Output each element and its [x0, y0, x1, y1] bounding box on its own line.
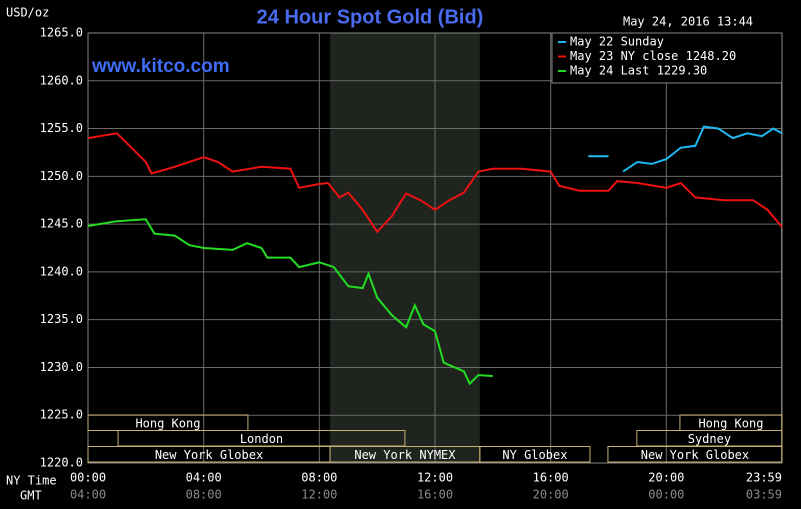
session-box [607, 446, 783, 463]
y-axis-label: USD/oz [6, 6, 49, 20]
timestamp: May 24, 2016 13:44 [623, 15, 753, 29]
legend-label: May 23 NY close 1248.20 [570, 49, 736, 63]
shaded-region [330, 33, 480, 463]
session-label: Hong Kong [698, 416, 763, 430]
y-tick-label: 1245.0 [40, 217, 83, 231]
chart-title: 24 Hour Spot Gold (Bid) [257, 6, 484, 28]
x2-tick-label: 20:00 [533, 488, 569, 502]
legend-box [551, 32, 783, 84]
y-tick-label: 1230.0 [40, 360, 83, 374]
plot-border [87, 32, 783, 464]
session-label: NY Globex [502, 448, 567, 462]
x2-axis-label: GMT [20, 489, 42, 503]
x-tick-label: 16:00 [533, 471, 569, 485]
x2-tick-label: 03:59 [746, 488, 782, 502]
x-tick-label: 08:00 [301, 471, 337, 485]
session-label: New York Globex [155, 448, 263, 462]
series-line [87, 132, 783, 234]
x2-tick-label: 08:00 [186, 488, 222, 502]
x-tick-label: 20:00 [648, 471, 684, 485]
x-tick-label: 00:00 [70, 471, 106, 485]
y-tick-label: 1225.0 [40, 408, 83, 422]
y-tick-label: 1260.0 [40, 73, 83, 87]
x2-tick-label: 00:00 [648, 488, 684, 502]
x-axis-label: NY Time [6, 474, 57, 488]
series-line [588, 125, 783, 173]
x-tick-label: 12:00 [417, 471, 453, 485]
y-tick-label: 1250.0 [40, 169, 83, 183]
x2-tick-label: 16:00 [417, 488, 453, 502]
y-tick-label: 1240.0 [40, 264, 83, 278]
session-label: Sydney [688, 432, 731, 446]
y-tick-label: 1255.0 [40, 121, 83, 135]
x-tick-label: 23:59 [746, 471, 782, 485]
x2-tick-label: 04:00 [70, 488, 106, 502]
session-label: Hong Kong [135, 416, 200, 430]
y-tick-label: 1265.0 [40, 26, 83, 40]
x-tick-label: 04:00 [186, 471, 222, 485]
y-tick-label: 1220.0 [40, 456, 83, 470]
x2-tick-label: 12:00 [301, 488, 337, 502]
session-label: New York Globex [641, 448, 749, 462]
session-label: New York NYMEX [354, 448, 456, 462]
watermark: www.kitco.com [91, 56, 230, 77]
y-tick-label: 1235.0 [40, 312, 83, 326]
legend-label: May 22 Sunday [570, 35, 664, 49]
series-line [87, 218, 493, 386]
legend-label: May 24 Last 1229.30 [570, 64, 707, 78]
session-label: London [240, 432, 283, 446]
session-box [479, 446, 591, 463]
